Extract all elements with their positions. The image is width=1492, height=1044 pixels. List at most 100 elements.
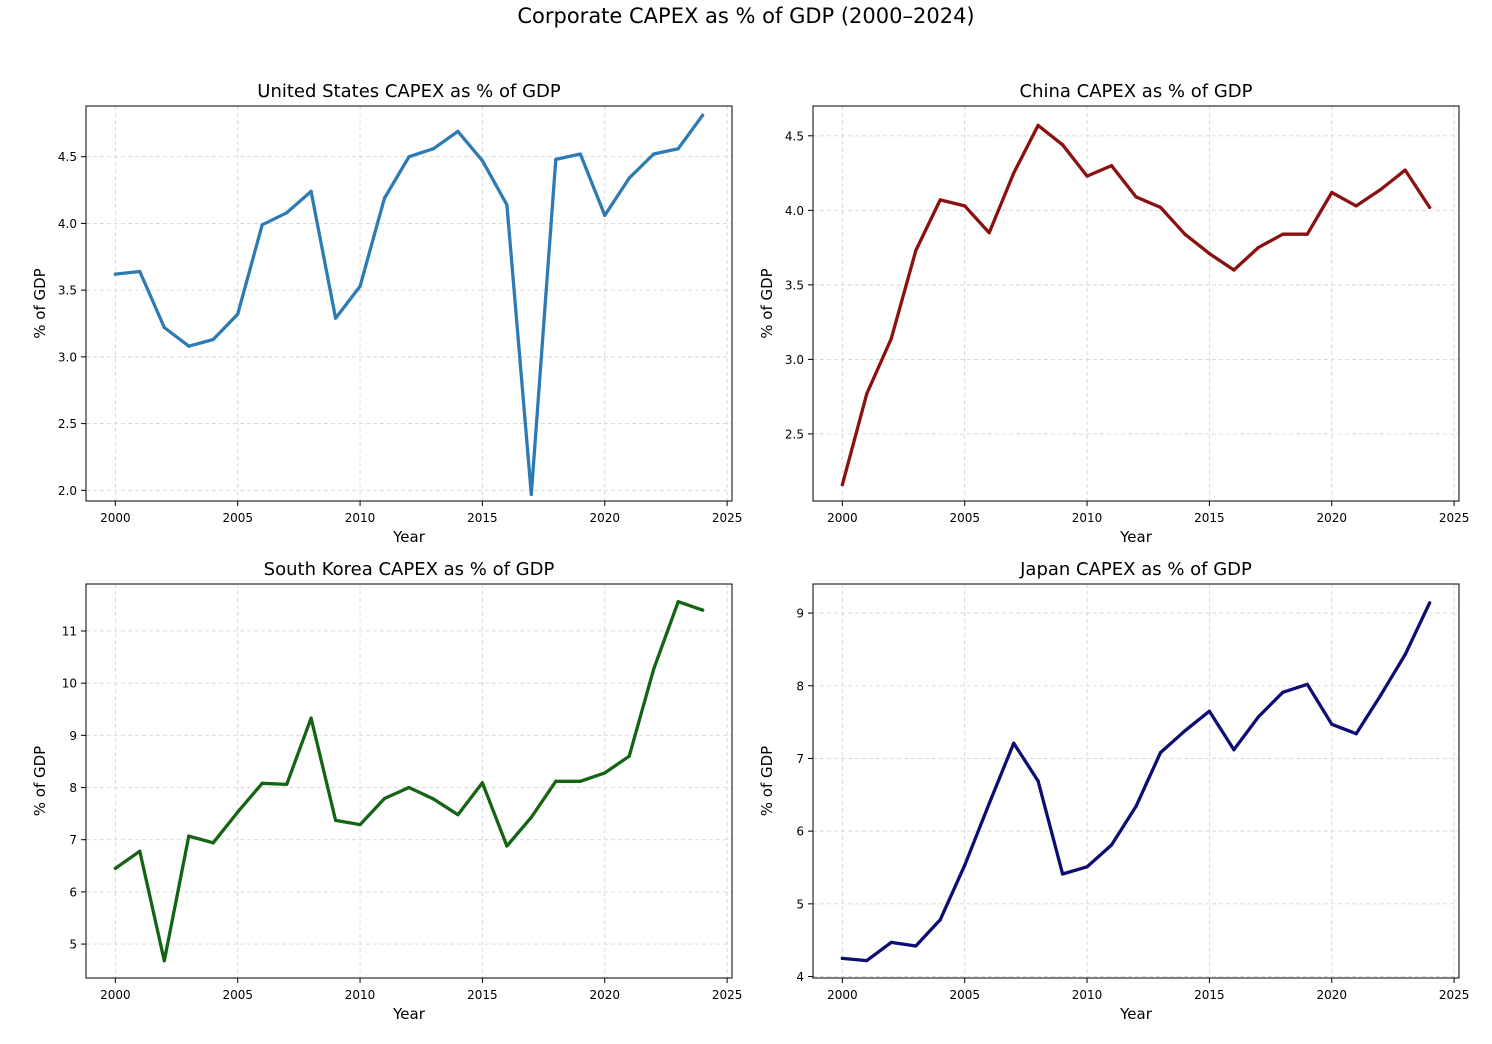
- subplot-title: United States CAPEX as % of GDP: [257, 81, 561, 102]
- data-point: [358, 822, 362, 827]
- subplot-title: South Korea CAPEX as % of GDP: [264, 559, 555, 580]
- data-point: [676, 147, 680, 151]
- data-point: [1354, 204, 1358, 208]
- axes-frame: [812, 583, 1460, 979]
- x-tick-label: 2010: [1072, 988, 1103, 1002]
- x-tick-label: 2025: [712, 988, 743, 1002]
- y-tick-label: 5: [796, 897, 804, 911]
- data-point: [840, 956, 844, 960]
- data-point: [407, 785, 411, 790]
- data-point: [676, 600, 680, 604]
- data-point: [236, 810, 240, 814]
- data-point: [138, 269, 142, 274]
- data-point: [505, 844, 509, 848]
- data-point: [407, 155, 411, 159]
- data-point: [260, 223, 264, 227]
- data-point: [138, 849, 142, 853]
- y-tick-label: 4: [796, 970, 804, 984]
- x-tick-label: 2010: [1072, 511, 1103, 525]
- y-tick-label: 8: [69, 781, 77, 795]
- data-point: [382, 196, 387, 200]
- data-point: [529, 815, 533, 819]
- y-axis-label: % of GDP: [758, 268, 776, 338]
- subplot-1: 2000 2005 2010 2015 2020 2025 2.0 2.5 3.0 3.5 4.0 4…: [31, 81, 742, 546]
- data-point: [938, 918, 942, 922]
- data-point: [889, 336, 893, 341]
- y-tick-label: 3.0: [58, 350, 77, 364]
- data-point: [914, 944, 918, 948]
- y-tick-label: 9: [69, 729, 77, 743]
- data-point: [1060, 143, 1065, 147]
- x-tick-label: 2015: [1194, 988, 1225, 1002]
- data-point: [333, 818, 338, 823]
- x-tick-label: 2005: [222, 988, 253, 1002]
- x-axis-label: Year: [392, 528, 426, 546]
- data-point: [701, 608, 705, 612]
- data-point: [1428, 205, 1432, 209]
- data-point: [627, 176, 631, 180]
- data-point: [1183, 232, 1187, 236]
- x-tick-label: 2000: [827, 511, 858, 525]
- data-point: [1109, 843, 1114, 847]
- y-tick-label: 7: [796, 752, 804, 766]
- y-tick-label: 3.0: [785, 353, 804, 367]
- data-point: [309, 189, 313, 194]
- data-point: [1403, 652, 1407, 657]
- data-point: [285, 211, 289, 215]
- x-tick-label: 2000: [100, 988, 131, 1002]
- y-tick-label: 11: [62, 624, 77, 638]
- data-point: [865, 958, 869, 963]
- data-point: [1183, 729, 1187, 733]
- data-point: [1060, 872, 1065, 876]
- x-tick-label: 2020: [589, 511, 620, 525]
- x-tick-label: 2025: [1439, 988, 1470, 1002]
- data-point: [1109, 164, 1114, 168]
- subplot-2: 2000 2005 2010 2015 2020 2025 2.5 3.0 3.5 4.0 4.5 C…: [758, 81, 1469, 546]
- subplot-3: 2000 2005 2010 2015 2020 2025 5 6 7 8 9 10 11 South K…: [31, 559, 742, 1023]
- x-tick-label: 2020: [589, 988, 620, 1002]
- x-tick-label: 2000: [827, 988, 858, 1002]
- data-point: [162, 325, 166, 330]
- data-point: [938, 198, 942, 202]
- x-tick-label: 2005: [949, 511, 980, 525]
- data-point: [309, 716, 313, 720]
- data-point: [1207, 709, 1212, 713]
- y-axis-label: % of GDP: [31, 268, 49, 338]
- data-point: [236, 312, 240, 316]
- data-point: [1281, 690, 1285, 694]
- data-point: [627, 754, 631, 758]
- data-point: [431, 797, 436, 801]
- series-line: [840, 123, 1432, 487]
- data-point: [456, 129, 460, 133]
- data-point: [480, 781, 485, 785]
- data-point: [358, 284, 362, 288]
- data-point: [505, 203, 509, 207]
- x-tick-label: 2010: [345, 988, 376, 1002]
- y-axis-label: % of GDP: [31, 746, 49, 816]
- x-axis-label: Year: [1119, 1005, 1153, 1023]
- data-point: [1207, 251, 1212, 256]
- x-tick-label: 2025: [1439, 511, 1470, 525]
- y-tick-label: 4.5: [58, 150, 77, 164]
- data-point: [840, 483, 844, 487]
- data-point: [652, 152, 656, 156]
- data-point: [529, 492, 533, 496]
- y-axis-label: % of GDP: [758, 746, 776, 816]
- y-tick-label: 10: [62, 677, 77, 691]
- y-tick-label: 3.5: [785, 278, 804, 292]
- data-point: [333, 316, 338, 320]
- x-axis-label: Year: [1119, 528, 1153, 546]
- y-tick-label: 7: [69, 833, 77, 847]
- data-point: [480, 159, 485, 163]
- data-point: [431, 147, 436, 151]
- data-point: [1012, 741, 1016, 745]
- x-tick-label: 2020: [1316, 988, 1347, 1002]
- y-tick-label: 6: [796, 825, 804, 839]
- data-point: [578, 779, 582, 783]
- y-tick-label: 4.5: [785, 129, 804, 143]
- data-point: [554, 779, 558, 783]
- data-point: [652, 667, 656, 671]
- data-point: [1158, 205, 1163, 209]
- data-point: [554, 157, 558, 161]
- data-point: [987, 801, 991, 806]
